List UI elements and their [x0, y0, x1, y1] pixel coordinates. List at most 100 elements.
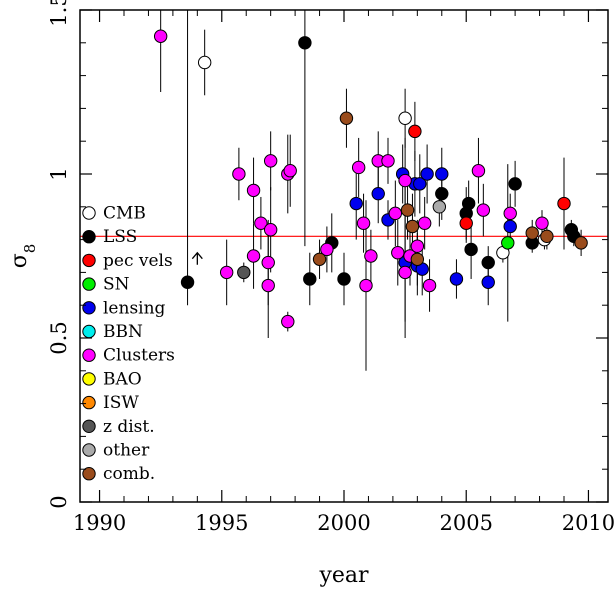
y-axis-title-subscript: 8: [21, 244, 39, 254]
data-point-clusters: [356, 216, 371, 230]
legend-marker: [82, 395, 96, 410]
legend-marker: [82, 277, 96, 291]
data-point-clusters: [417, 216, 432, 230]
data-point-comb: [410, 252, 425, 266]
data-point-lensing: [481, 275, 495, 289]
legend-marker: [82, 372, 96, 386]
legend-marker: [82, 206, 96, 220]
data-point-sn: [501, 236, 515, 250]
data-point-cmb: [197, 55, 212, 70]
data-point-clusters: [261, 278, 275, 293]
legend-marker: [82, 443, 96, 457]
y-tick-label: 1: [47, 167, 71, 180]
data-point-lss: [180, 275, 195, 289]
data-point-clusters: [471, 164, 486, 178]
legend-label: z dist.: [103, 417, 155, 437]
axis-ticks: 1990 1995 2000 2005 2010 0 0.5 1 1.5: [47, 0, 615, 535]
data-point-clusters: [381, 154, 395, 168]
legend-label: other: [103, 441, 150, 461]
data-point-z-dist: [237, 265, 251, 280]
data-point-comb: [405, 219, 420, 234]
data-point-clusters: [398, 173, 412, 188]
legend-marker: [82, 253, 96, 268]
data-point-lss: [435, 186, 449, 201]
errorbar-layer: [160, 10, 582, 371]
data-point-clusters: [391, 246, 405, 260]
data-point-lensing: [371, 186, 385, 201]
data-point-clusters: [535, 216, 549, 230]
data-point-clusters: [320, 242, 334, 257]
data-point-clusters: [351, 160, 366, 175]
data-point-comb: [400, 203, 415, 217]
data-point-clusters: [261, 255, 275, 270]
data-point-clusters: [254, 216, 268, 230]
data-point-pec-vels: [459, 216, 473, 230]
data-point-clusters: [263, 154, 278, 168]
legend-label: ISW: [103, 393, 139, 413]
data-point-lss: [303, 272, 317, 286]
y-tick-label: 0: [47, 495, 71, 508]
data-point-clusters: [359, 278, 373, 293]
legend-label: comb.: [103, 464, 155, 484]
data-point-comb: [312, 252, 327, 266]
data-point-clusters: [410, 239, 425, 253]
legend: CMB LSS pec vels SN lensing BBN Clusters BAO ISW…: [82, 204, 175, 484]
legend-label: pec vels: [103, 251, 173, 271]
data-point-clusters: [503, 206, 517, 221]
legend-marker: [82, 467, 96, 481]
x-tick-label: 2005: [439, 511, 492, 535]
data-point-pec-vels: [557, 196, 571, 211]
data-point-comb: [574, 236, 588, 250]
data-point-other: [432, 200, 447, 214]
legend-label: BAO: [103, 369, 142, 389]
data-point-lss: [298, 36, 312, 50]
data-point-pec-vels: [408, 124, 422, 139]
data-point-clusters: [219, 265, 234, 280]
data-point-lss: [337, 272, 351, 286]
data-point-clusters: [364, 249, 378, 263]
legend-marker: [82, 324, 96, 339]
data-point-lss: [461, 196, 476, 211]
x-axis-title: year: [318, 563, 369, 588]
x-tick-label: 1995: [195, 511, 248, 535]
y-axis-title: σ8: [7, 244, 39, 269]
data-point-clusters: [246, 249, 261, 263]
legend-label: CMB: [103, 204, 146, 224]
legend-label: SN: [103, 275, 130, 295]
data-point-layer: [153, 29, 588, 329]
data-point-lss: [481, 255, 495, 270]
data-point-lensing: [503, 219, 517, 234]
data-point-clusters: [281, 314, 295, 329]
data-point-lss: [508, 177, 522, 191]
data-point-clusters: [476, 203, 491, 217]
data-point-comb: [339, 111, 354, 125]
legend-label: Clusters: [103, 346, 175, 366]
x-tick-label: 2000: [317, 511, 370, 535]
data-point-lensing: [349, 196, 363, 211]
data-point-lensing: [449, 272, 464, 286]
data-point-lensing: [435, 167, 449, 181]
data-point-clusters: [422, 278, 437, 293]
data-point-comb: [540, 229, 554, 244]
data-point-lensing: [420, 167, 434, 181]
legend-marker: [82, 419, 96, 433]
legend-label: BBN: [103, 322, 143, 342]
x-tick-label: 2010: [562, 511, 615, 535]
data-point-clusters: [232, 167, 246, 181]
data-point-clusters: [153, 29, 168, 43]
x-tick-label: 1990: [73, 511, 126, 535]
legend-marker: [82, 301, 96, 315]
y-tick-label: 0.5: [47, 321, 71, 354]
data-point-clusters: [398, 265, 412, 280]
data-point-cmb: [398, 111, 412, 125]
data-point-clusters: [246, 183, 261, 198]
lower-limit-arrow: [191, 251, 203, 265]
y-tick-label: 1.5: [47, 0, 71, 27]
y-axis-title-symbol: σ: [7, 253, 32, 268]
legend-label: LSS: [103, 227, 137, 247]
legend-marker: [82, 230, 96, 244]
data-point-lss: [464, 242, 478, 257]
data-point-comb: [525, 226, 539, 240]
data-point-lensing: [413, 177, 427, 191]
